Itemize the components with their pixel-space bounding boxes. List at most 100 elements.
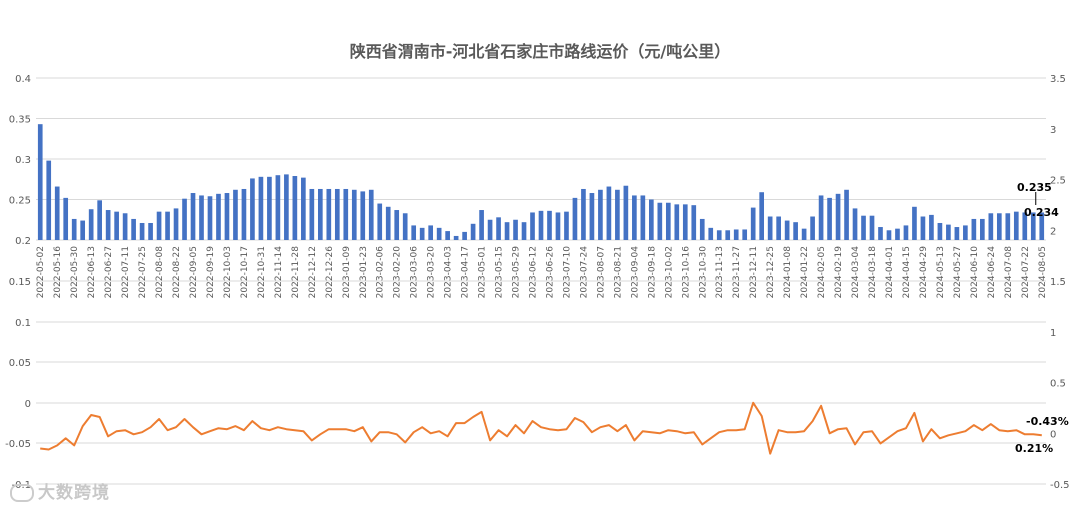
right-tick-label: 3 [1050,125,1056,136]
left-tick-label: 0 [25,399,31,410]
bar [275,175,281,240]
x-tick-label: 2023-04-17 [461,246,471,298]
bar [818,195,824,240]
bar [1013,211,1019,240]
x-tick-label: 2024-05-27 [953,246,963,298]
x-tick-label: 2022-09-05 [189,246,199,298]
bar [895,228,900,240]
bar [105,210,111,240]
x-tick-label: 2023-11-13 [715,246,725,298]
bar [368,189,374,240]
bar [920,216,926,240]
watermark: 大数跨境 [10,478,110,503]
x-tick-label: 2024-01-08 [783,246,793,299]
bar [453,235,459,240]
bar [547,210,552,240]
right-tick-label: 0 [1050,429,1056,440]
right-tick-label: -0.5 [1050,480,1070,491]
bar [954,227,960,240]
bar [216,193,221,240]
bar [250,178,255,240]
x-tick-label: 2024-04-29 [919,246,929,299]
bar [810,216,815,240]
annotation-pct-1: -0.43% [1026,415,1069,428]
bar [462,231,467,240]
bar [190,193,196,240]
x-tick-label: 2022-07-25 [138,246,148,298]
bar [71,218,77,240]
x-tick-label: 2024-06-24 [987,246,997,299]
x-tick-label: 2022-11-28 [291,246,301,299]
bar [929,214,934,240]
bar [742,229,748,240]
bar [46,160,52,240]
x-tick-label: 2022-10-31 [257,246,267,298]
x-tick-label: 2023-12-11 [749,246,759,298]
bar [411,225,417,240]
bar [156,211,162,240]
bar [861,215,866,240]
bar [80,220,86,240]
bar [351,189,357,240]
x-tick-label: 2022-05-02 [36,246,46,298]
bar [555,212,561,240]
x-tick-label: 2024-02-19 [834,246,844,299]
right-tick-label: 1.5 [1050,277,1066,288]
right-tick-label: 3.5 [1050,74,1066,85]
bar [97,200,102,240]
bar [284,174,289,240]
x-tick-label: 2023-05-15 [495,246,505,298]
bar [674,204,680,240]
bar [886,230,892,240]
bar [326,188,332,240]
right-tick-label: 0.5 [1050,379,1066,390]
left-tick-label: 0.35 [9,115,31,126]
bar [725,230,731,240]
bar [470,223,476,240]
bar [988,213,994,240]
x-tick-label: 2023-03-20 [427,246,437,299]
bar [937,222,943,240]
bar [759,192,765,240]
bar [360,191,366,240]
x-tick-label: 2022-05-30 [70,246,80,299]
x-tick-label: 2024-03-18 [868,246,878,299]
left-tick-label: -0.05 [5,439,31,450]
left-tick-label: 0.25 [9,196,31,207]
bar [699,218,705,240]
bar [530,212,535,240]
watermark-logo-icon [10,484,34,502]
bar [1030,212,1036,240]
right-tick-label: 1 [1050,328,1056,339]
bar [1005,213,1011,240]
watermark-text: 大数跨境 [38,483,110,503]
bar [767,216,773,240]
bar [292,176,298,240]
left-tick-label: 0.3 [15,155,31,166]
x-tick-label: 2023-09-18 [647,246,657,299]
bar [199,195,204,240]
x-tick-label: 2024-05-13 [936,246,946,298]
annotation-bar-last-2: 0.234 [1024,206,1059,219]
chart-title: 陕西省渭南市-河北省石家庄市路线运价（元/吨公里） [349,42,731,61]
x-tick-label: 2023-10-30 [698,246,708,299]
bar [504,222,510,240]
bar [148,222,153,240]
bar [241,188,247,240]
left-tick-label: 0.4 [15,74,31,85]
bar [946,224,951,240]
x-tick-label: 2022-12-26 [325,246,335,299]
bar [1039,212,1045,240]
x-tick-label: 2022-12-12 [308,246,318,298]
x-tick-label: 2022-11-14 [274,246,284,299]
bar [801,228,807,240]
bar [623,185,629,240]
bar [445,231,450,240]
x-tick-label: 2024-07-08 [1004,246,1014,299]
bar [267,176,272,240]
bar [716,230,722,240]
bar [682,204,688,240]
bar [657,202,663,240]
bar [343,188,349,240]
bar [54,186,60,240]
